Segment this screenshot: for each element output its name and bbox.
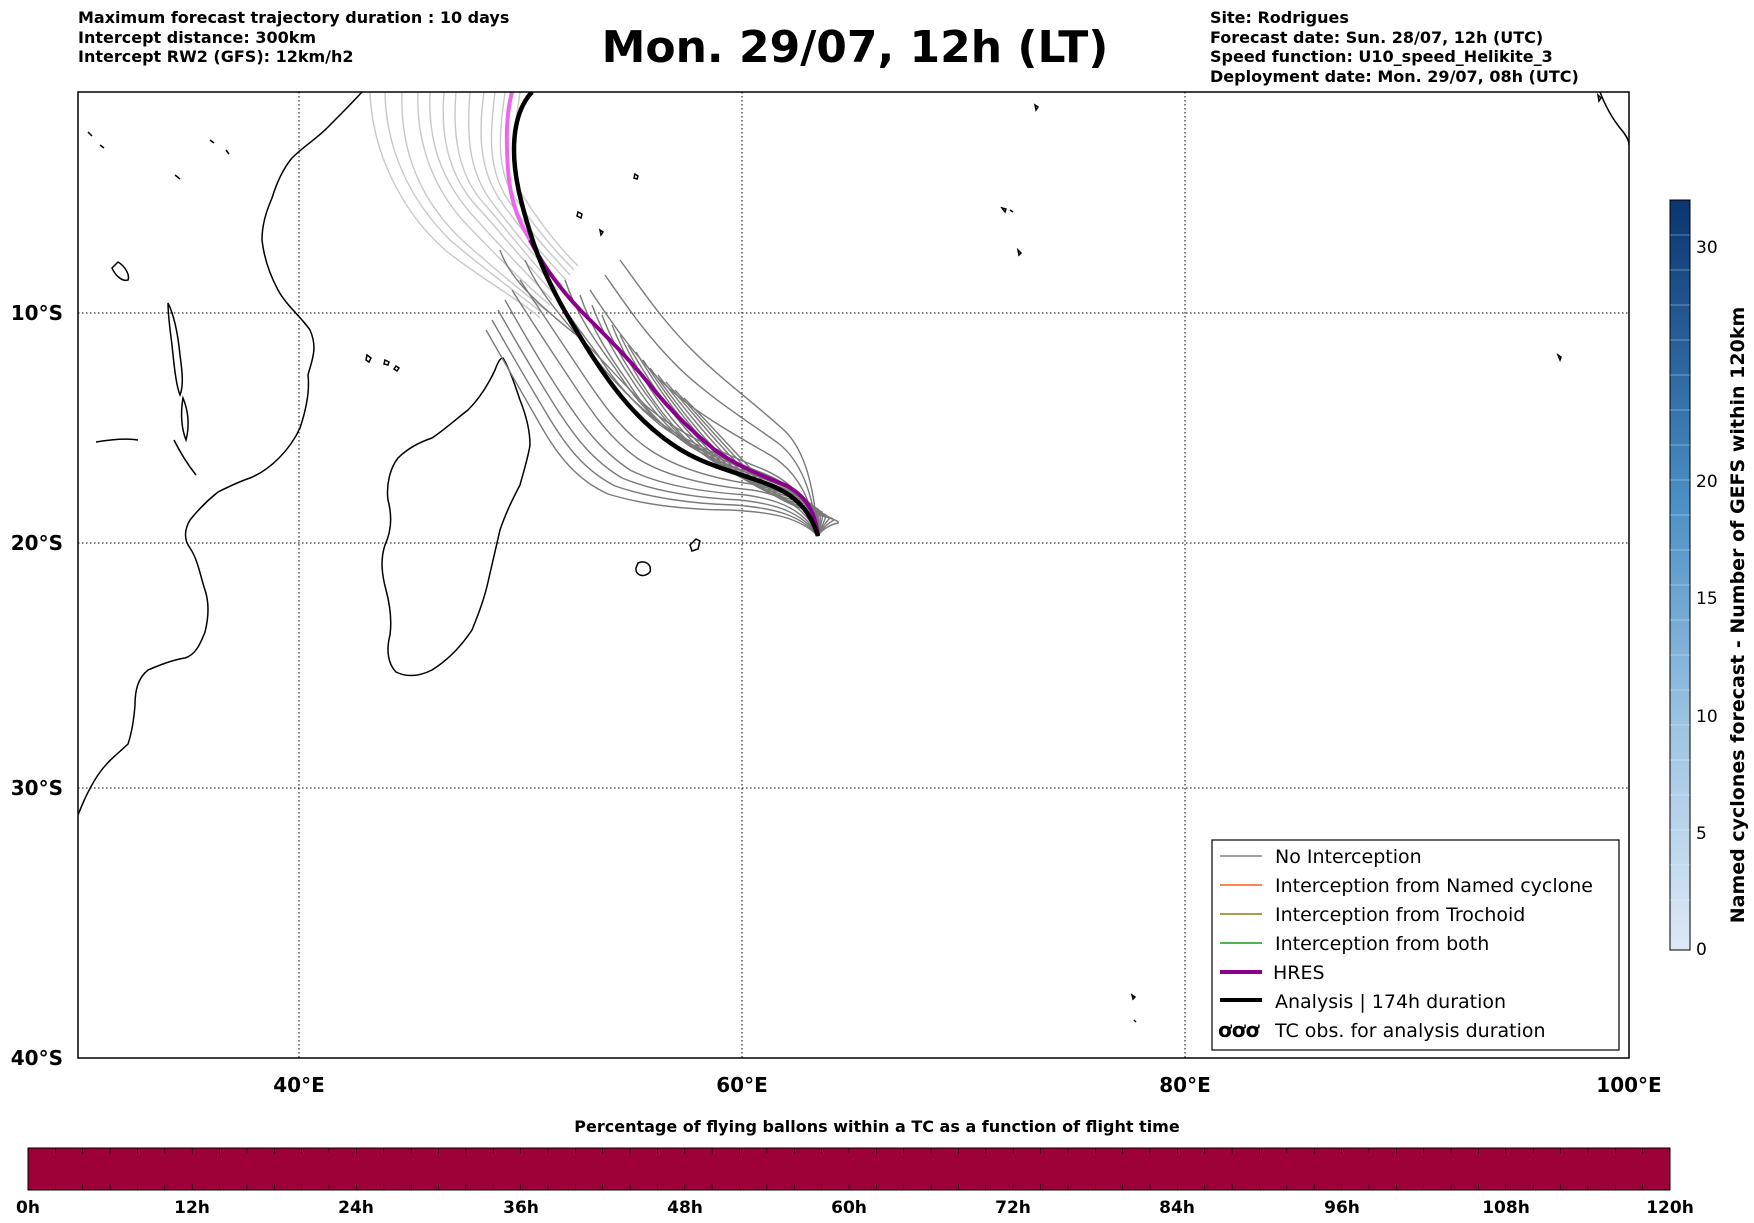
seychelles — [576, 172, 639, 237]
lake-victoria — [111, 261, 130, 282]
legend-label-both: Interception from both — [1275, 933, 1489, 955]
mauritius — [689, 538, 701, 552]
timebar-tick-108h: 108h — [1482, 1198, 1530, 1218]
timebar-tick-120h: 120h — [1646, 1198, 1694, 1218]
info-intercept-rw2: Intercept RW2 (GFS): 12km/h2 — [78, 47, 354, 66]
timebar-title: Percentage of flying ballons within a TC… — [574, 1117, 1180, 1136]
lat-label-30s: 30°S — [11, 776, 63, 800]
timebar-tick-60h: 60h — [831, 1198, 867, 1218]
ensemble-tails — [369, 92, 579, 319]
colorbar-right-tick-30: 30 — [1696, 238, 1718, 258]
colorbar-bottom: 0h 12h 24h 36h 48h 60h 72h 84h 96h 108h … — [16, 1147, 1694, 1218]
info-deployment-date: Deployment date: Mon. 29/07, 08h (UTC) — [1210, 66, 1579, 86]
colorbar-bottom-fill — [27, 1147, 1671, 1191]
info-speed-function: Speed function: U10_speed_Helikite_3 — [1210, 47, 1553, 66]
lat-label-10s: 10°S — [11, 301, 63, 325]
hres-trajectory-upper — [504, 92, 532, 242]
graticule — [78, 92, 1629, 1058]
timebar-tick-48h: 48h — [667, 1198, 703, 1218]
timebar-tick-72h: 72h — [995, 1198, 1031, 1218]
lake-malawi — [180, 395, 189, 443]
far-islands — [1033, 92, 1602, 1023]
legend-symbol-tc-obs: ơơơ — [1218, 1018, 1260, 1042]
legend-box — [1211, 839, 1620, 1051]
legend-label-analysis: Analysis | 174h duration — [1275, 991, 1506, 1013]
colorbar-right-tick-0: 0 — [1696, 940, 1707, 960]
maldives — [1000, 206, 1023, 257]
hres-trajectory — [528, 239, 820, 537]
lat-label-40s: 40°S — [11, 1046, 63, 1070]
colorbar-right-tick-5: 5 — [1696, 824, 1707, 844]
legend-label-named-cyclone: Interception from Named cyclone — [1275, 875, 1593, 897]
reunion — [635, 561, 652, 577]
legend-label-trochoid: Interception from Trochoid — [1275, 904, 1525, 926]
legend-label-hres: HRES — [1273, 962, 1325, 984]
info-site: Site: Rodrigues — [1210, 8, 1349, 27]
info-duration: Maximum forecast trajectory duration : 1… — [78, 8, 510, 27]
lat-label-20s: 20°S — [11, 531, 63, 555]
madagascar-coast — [381, 357, 531, 677]
timebar-tick-24h: 24h — [338, 1198, 374, 1218]
info-left: Maximum forecast trajectory duration : 1… — [78, 8, 509, 67]
timebar-tick-12h: 12h — [174, 1198, 210, 1218]
africa-coast — [78, 92, 363, 816]
timebar-tick-0h: 0h — [16, 1198, 40, 1218]
coastline — [78, 92, 1629, 1023]
lon-label-40e: 40°E — [273, 1073, 325, 1097]
colorbar-right-label: Named cyclones forecast - Number of GEFS… — [1727, 307, 1749, 924]
legend-label-tc-obs: TC obs. for analysis duration — [1274, 1020, 1546, 1042]
comoros — [365, 353, 401, 373]
colorbar-right: 0 5 10 15 20 30 Named cyclones forecast … — [1669, 199, 1749, 960]
lon-label-60e: 60°E — [716, 1073, 768, 1097]
colorbar-bottom-minor-ticks — [55, 1148, 1643, 1190]
info-intercept-distance: Intercept distance: 300km — [78, 27, 317, 47]
analysis-trajectory — [511, 92, 821, 537]
lon-label-80e: 80°E — [1159, 1073, 1211, 1097]
info-right: Site: Rodrigues Forecast date: Sun. 28/0… — [1210, 8, 1579, 86]
colorbar-right-gradient — [1669, 199, 1691, 951]
colorbar-right-tick-10: 10 — [1696, 707, 1718, 727]
timebar-tick-84h: 84h — [1159, 1198, 1195, 1218]
cocos — [1556, 353, 1562, 363]
colorbar-right-tick-20: 20 — [1696, 472, 1718, 492]
legend-label-no-interception: No Interception — [1275, 846, 1422, 868]
page-title: Mon. 29/07, 12h (LT) — [601, 22, 1109, 73]
sumatra-tip — [1599, 92, 1629, 146]
timebar-tick-96h: 96h — [1324, 1198, 1360, 1218]
colorbar-right-tick-15: 15 — [1696, 589, 1718, 609]
map-frame — [77, 91, 1630, 1059]
timebar-tick-36h: 36h — [503, 1198, 539, 1218]
info-forecast-date: Forecast date: Sun. 28/07, 12h (UTC) — [1210, 27, 1544, 47]
lake-tanganyika — [167, 302, 184, 398]
lon-label-100e: 100°E — [1596, 1073, 1661, 1097]
legend: No Interception Interception from Named … — [1211, 839, 1620, 1051]
east-african-lakes — [87, 131, 230, 476]
